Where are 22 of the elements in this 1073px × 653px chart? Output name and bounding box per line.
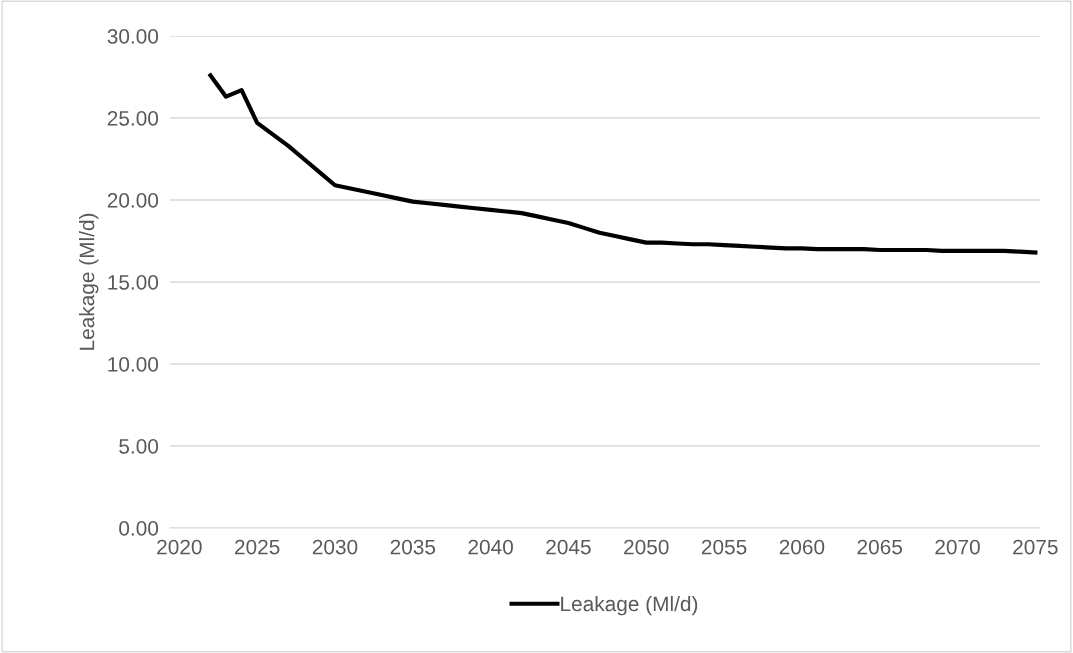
x-tick-label: 2075 bbox=[1013, 539, 1058, 555]
x-tick-label: 2030 bbox=[312, 539, 358, 555]
y-tick-label: 20.00 bbox=[107, 193, 159, 208]
x-tick-label: 2050 bbox=[624, 539, 669, 555]
legend-label: Leakage (Ml/d) bbox=[561, 595, 698, 616]
x-tick-label: 2060 bbox=[779, 539, 825, 555]
y-tick-label: 10.00 bbox=[108, 357, 159, 372]
y-tick-label: 15.00 bbox=[108, 275, 159, 290]
x-tick-label: 2045 bbox=[546, 539, 591, 555]
y-tick-label: 0.00 bbox=[119, 521, 159, 536]
y-tick-label: 5.00 bbox=[119, 439, 159, 454]
x-tick-label: 2025 bbox=[235, 539, 280, 555]
x-tick-label: 2065 bbox=[857, 539, 902, 555]
x-tick-label: 2040 bbox=[468, 539, 513, 555]
y-tick-label: 30.00 bbox=[107, 29, 159, 44]
y-tick-label: 25.00 bbox=[107, 111, 159, 126]
x-tick-label: 2020 bbox=[157, 539, 202, 555]
y-axis-title: Leakage (Ml/d) bbox=[79, 213, 99, 350]
x-tick-label: 2055 bbox=[701, 539, 747, 555]
x-tick-label: 2070 bbox=[935, 539, 980, 555]
x-tick-label: 2035 bbox=[390, 539, 436, 555]
line-series bbox=[208, 73, 1038, 255]
